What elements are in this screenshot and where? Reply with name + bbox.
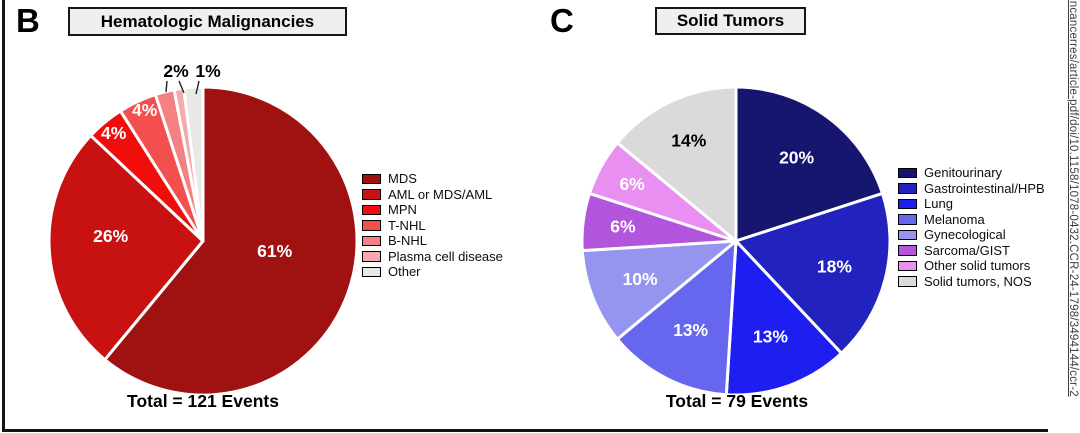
pie-slice-aml-or-mds-aml: [47, 134, 205, 362]
pie-percent-label-solid-tumors-nos: 14%: [671, 131, 706, 151]
panel-b-title: Hematologic Malignancies: [100, 11, 315, 31]
pie-percent-label-mds: 61%: [257, 241, 292, 261]
pie-slice-lung: [724, 239, 843, 397]
pie-slice-melanoma: [615, 239, 738, 397]
legend-item-gynecological: Gynecological: [898, 227, 1045, 243]
pie-percent-label-gynecological: 10%: [623, 269, 658, 289]
legend-label-plasma-cell-disease: Plasma cell disease: [388, 248, 503, 264]
pie-percent-label-sarcoma-gist: 6%: [610, 217, 636, 237]
pie-slice-other: [182, 85, 205, 243]
legend-label-genitourinary: Genitourinary: [924, 165, 1003, 181]
legend-swatch-gastrointestinal-hpb: [898, 183, 917, 194]
legend-item-genitourinary: Genitourinary: [898, 165, 1045, 181]
panel-c-title-box: Solid Tumors: [655, 7, 806, 35]
pie-slice-solid-tumors-nos: [615, 85, 738, 243]
pie-percent-label-genitourinary: 20%: [779, 148, 814, 168]
legend-swatch-solid-tumors-nos: [898, 276, 917, 287]
legend-label-aml-or-mds-aml: AML or MDS/AML: [388, 186, 493, 202]
legend-swatch-aml-or-mds-aml: [362, 189, 381, 200]
legend-swatch-mpn: [362, 204, 381, 215]
legend-item-b-nhl: B-NHL: [362, 233, 503, 249]
leader-line-2: [195, 80, 200, 95]
legend-swatch-plasma-cell-disease: [362, 251, 381, 262]
legend-swatch-melanoma: [898, 214, 917, 225]
pie-external-label-1: 1%: [195, 61, 221, 81]
pie-slice-gynecological: [580, 239, 738, 341]
panel-b-total-label: Total = 121 Events: [127, 391, 279, 411]
legend-label-b-nhl: B-NHL: [388, 233, 428, 249]
panel-letter-b: B: [16, 2, 40, 39]
pie-chart-solid-tumors: 20% 18% 13% 13% 10% 6% 6% 14%: [580, 85, 892, 397]
legend-label-solid-tumors-nos: Solid tumors, NOS: [924, 273, 1032, 289]
watermark-url-text: incancerres/article-pdf/doi/10.1158/1078…: [1067, 0, 1079, 397]
legend-item-other-solid-tumors: Other solid tumors: [898, 258, 1045, 274]
legend-swatch-mds: [362, 173, 381, 184]
legend-item-gastrointestinal-hpb: Gastrointestinal/HPB: [898, 181, 1045, 197]
pie-chart-hematologic-malignancies: 61%26%4%4%2% 1%: [47, 61, 359, 397]
legend-label-other: Other: [388, 264, 421, 280]
pie-slice-mds: [103, 85, 359, 397]
legend-label-gynecological: Gynecological: [924, 227, 1006, 243]
legend-item-plasma-cell-disease: Plasma cell disease: [362, 249, 503, 265]
panel-letter-c: C: [550, 2, 574, 39]
legend-label-melanoma: Melanoma: [924, 211, 985, 227]
legend-label-sarcoma-gist: Sarcoma/GIST: [924, 242, 1010, 258]
pie-percent-label-t-nhl: 4%: [132, 100, 158, 120]
pie-percent-label-mpn: 4%: [101, 123, 127, 143]
legend-item-solid-tumors-nos: Solid tumors, NOS: [898, 274, 1045, 290]
legend-label-gastrointestinal-hpb: Gastrointestinal/HPB: [924, 180, 1045, 196]
legend-solid-tumors: Genitourinary Gastrointestinal/HPB Lung Mel…: [898, 165, 1045, 289]
legend-label-t-nhl: T-NHL: [388, 217, 426, 233]
legend-item-sarcoma-gist: Sarcoma/GIST: [898, 243, 1045, 259]
pie-slice-genitourinary: [734, 85, 884, 243]
panel-b-title-box: Hematologic Malignancies: [68, 7, 347, 36]
legend-swatch-lung: [898, 198, 917, 209]
pie-percent-label-gastrointestinal-hpb: 18%: [817, 256, 852, 276]
legend-label-mds: MDS: [388, 171, 417, 187]
legend-swatch-sarcoma-gist: [898, 245, 917, 256]
pie-percent-label-lung: 13%: [753, 327, 788, 347]
figure-border-left: [2, 0, 5, 431]
legend-label-lung: Lung: [924, 196, 953, 212]
panel-c-total-label: Total = 79 Events: [665, 391, 809, 411]
legend-item-lung: Lung: [898, 196, 1045, 212]
pie-slice-gastrointestinal-hpb: [734, 191, 892, 355]
legend-item-mpn: MPN: [362, 202, 503, 218]
legend-swatch-t-nhl: [362, 220, 381, 231]
legend-item-aml-or-mds-aml: AML or MDS/AML: [362, 187, 503, 203]
legend-item-t-nhl: T-NHL: [362, 218, 503, 234]
legend-swatch-other: [362, 266, 381, 277]
pie-percent-label-aml-or-mds-aml: 26%: [93, 226, 128, 246]
legend-label-mpn: MPN: [388, 202, 417, 218]
legend-swatch-gynecological: [898, 229, 917, 240]
pie-percent-label-melanoma: 13%: [673, 320, 708, 340]
legend-hematologic: MDS AML or MDS/AML MPN T-NHL B-NHL Plasma cel…: [362, 171, 503, 280]
legend-swatch-genitourinary: [898, 167, 917, 178]
legend-swatch-other-solid-tumors: [898, 260, 917, 271]
legend-label-other-solid-tumors: Other solid tumors: [924, 258, 1031, 274]
legend-item-other: Other: [362, 264, 503, 280]
panel-c-title: Solid Tumors: [676, 11, 785, 30]
pie-external-label-2: 2%: [163, 61, 189, 81]
legend-item-melanoma: Melanoma: [898, 212, 1045, 228]
figure-border-bottom: [2, 429, 1048, 432]
legend-swatch-b-nhl: [362, 235, 381, 246]
leader-line-1: [178, 80, 185, 94]
leader-line-0: [165, 80, 168, 93]
legend-item-mds: MDS: [362, 171, 503, 187]
pie-percent-label-other-solid-tumors: 6%: [619, 174, 645, 194]
